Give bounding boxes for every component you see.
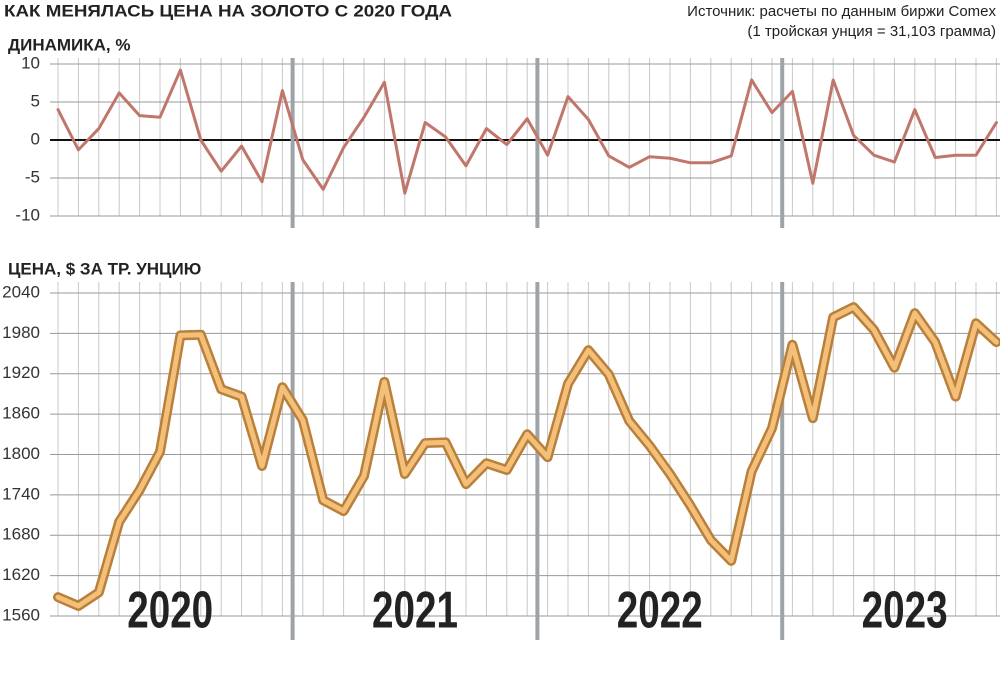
y-tick-label: 1980	[2, 323, 40, 342]
y-tick-label: 0	[31, 129, 40, 148]
source-note: (1 тройская унция = 31,103 грамма)	[747, 23, 996, 40]
year-label: 2020	[127, 582, 213, 640]
chart-title: КАК МЕНЯЛАСЬ ЦЕНА НА ЗОЛОТО С 2020 ГОДА	[4, 1, 452, 20]
panel-subtitle: ДИНАМИКА, %	[8, 35, 130, 54]
y-tick-label: 10	[21, 53, 40, 72]
y-tick-label: 1800	[2, 444, 40, 463]
line	[55, 304, 999, 609]
y-tick-label: 1860	[2, 404, 40, 423]
y-tick-label: 1920	[2, 363, 40, 382]
y-tick-label: 1740	[2, 484, 40, 503]
year-label: 2022	[617, 582, 703, 640]
panel-subtitle: ЦЕНА, $ ЗА ТР. УНЦИЮ	[8, 259, 201, 278]
year-label: 2023	[862, 582, 948, 640]
y-tick-label: -5	[25, 167, 40, 186]
y-tick-label: 1560	[2, 605, 40, 624]
line	[56, 68, 998, 195]
y-tick-label: 5	[31, 91, 40, 110]
y-tick-label: -10	[15, 205, 40, 224]
source: Источник: расчеты по данным биржи Comex	[687, 3, 996, 20]
y-tick-label: 1620	[2, 565, 40, 584]
year-label: 2021	[372, 582, 458, 640]
y-tick-label: 1680	[2, 525, 40, 544]
y-tick-label: 2040	[2, 282, 40, 301]
